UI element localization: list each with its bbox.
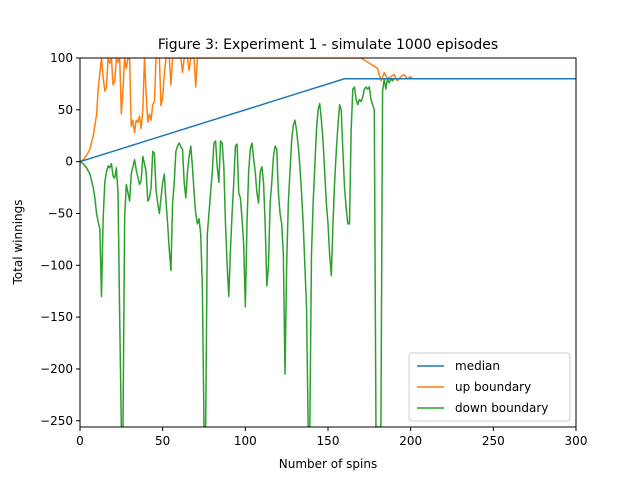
x-axis-label: Number of spins bbox=[279, 457, 377, 471]
y-tick-label: −150 bbox=[40, 310, 73, 324]
x-axis: 0 50 100 150 200 250 300 bbox=[76, 427, 587, 448]
series-line-median bbox=[80, 77, 576, 163]
legend: median up boundary down boundary bbox=[408, 352, 571, 422]
y-tick-label: 100 bbox=[50, 51, 73, 65]
x-tick-label: 0 bbox=[76, 434, 84, 448]
legend-entry: up boundary bbox=[455, 380, 531, 394]
y-tick-label: −200 bbox=[40, 362, 73, 376]
x-tick-label: 300 bbox=[565, 434, 588, 448]
legend-entry: median bbox=[455, 359, 500, 373]
legend-box bbox=[408, 352, 571, 422]
y-axis-label: Total winnings bbox=[11, 199, 25, 285]
y-tick-label: 50 bbox=[58, 103, 73, 117]
x-tick-label: 50 bbox=[155, 434, 170, 448]
y-tick-label: −250 bbox=[40, 414, 73, 428]
x-tick-label: 150 bbox=[317, 434, 340, 448]
x-tick-label: 250 bbox=[482, 434, 505, 448]
series-line-down-boundary bbox=[80, 77, 576, 427]
chart-title: Figure 3: Experiment 1 - simulate 1000 e… bbox=[158, 37, 498, 53]
y-tick-label: −100 bbox=[40, 258, 73, 272]
legend-entry: down boundary bbox=[455, 401, 548, 415]
y-tick-label: −50 bbox=[48, 206, 73, 220]
series-layer bbox=[80, 58, 576, 427]
series-line-up-boundary bbox=[80, 58, 576, 163]
y-tick-label: 0 bbox=[65, 155, 73, 169]
x-tick-label: 200 bbox=[399, 434, 422, 448]
x-tick-label: 100 bbox=[234, 434, 257, 448]
y-axis: −250 −200 −150 −100 −50 0 50 100 bbox=[40, 51, 80, 428]
